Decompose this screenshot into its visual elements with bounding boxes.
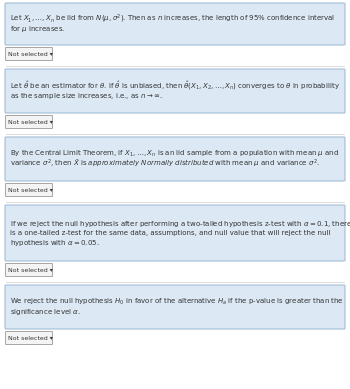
Text: variance $\sigma^2$, then $\bar{X}$ is $\mathbf{\mathit{approximately\ Normally\: variance $\sigma^2$, then $\bar{X}$ is $… (10, 158, 320, 170)
FancyBboxPatch shape (5, 285, 345, 329)
FancyBboxPatch shape (5, 137, 345, 181)
Text: Let $X_1, \ldots, X_n$ be iid from $N(\mu, \sigma^2)$. Then as $n$ increases, th: Let $X_1, \ldots, X_n$ be iid from $N(\m… (10, 13, 335, 25)
Text: significance level $\alpha$.: significance level $\alpha$. (10, 307, 81, 317)
Text: Not selected ▾: Not selected ▾ (8, 335, 53, 340)
FancyBboxPatch shape (5, 3, 345, 45)
FancyBboxPatch shape (6, 116, 53, 128)
FancyBboxPatch shape (5, 205, 345, 261)
Text: is a one-tailed z-test for the same data, assumptions, and null value that will : is a one-tailed z-test for the same data… (10, 230, 330, 236)
Text: as the sample size increases, i.e., as $n \rightarrow \infty$.: as the sample size increases, i.e., as $… (10, 91, 163, 101)
Text: hypothesis with $\alpha = 0.05$.: hypothesis with $\alpha = 0.05$. (10, 238, 100, 247)
FancyBboxPatch shape (6, 184, 53, 196)
Text: If we reject the null hypothesis after performing a two-tailed hypothesis z-test: If we reject the null hypothesis after p… (10, 219, 350, 228)
FancyBboxPatch shape (6, 47, 53, 61)
FancyBboxPatch shape (6, 331, 53, 345)
Text: Not selected ▾: Not selected ▾ (8, 51, 53, 56)
Text: We reject the null hypothesis $H_0$ in favor of the alternative $H_a$ if the p-v: We reject the null hypothesis $H_0$ in f… (10, 297, 344, 307)
Text: By the Central Limit Theorem, if $X_1, \ldots, X_n$ is an iid sample from a popu: By the Central Limit Theorem, if $X_1, \… (10, 149, 339, 159)
Text: Let $\hat{\theta}$ be an estimator for $\theta$. If $\hat{\theta}$ is unbiased, : Let $\hat{\theta}$ be an estimator for $… (10, 80, 340, 93)
Text: Not selected ▾: Not selected ▾ (8, 268, 53, 273)
FancyBboxPatch shape (5, 69, 345, 113)
FancyBboxPatch shape (6, 263, 53, 277)
Text: Not selected ▾: Not selected ▾ (8, 119, 53, 124)
Text: for $\mu$ increases.: for $\mu$ increases. (10, 24, 65, 34)
Text: Not selected ▾: Not selected ▾ (8, 187, 53, 193)
